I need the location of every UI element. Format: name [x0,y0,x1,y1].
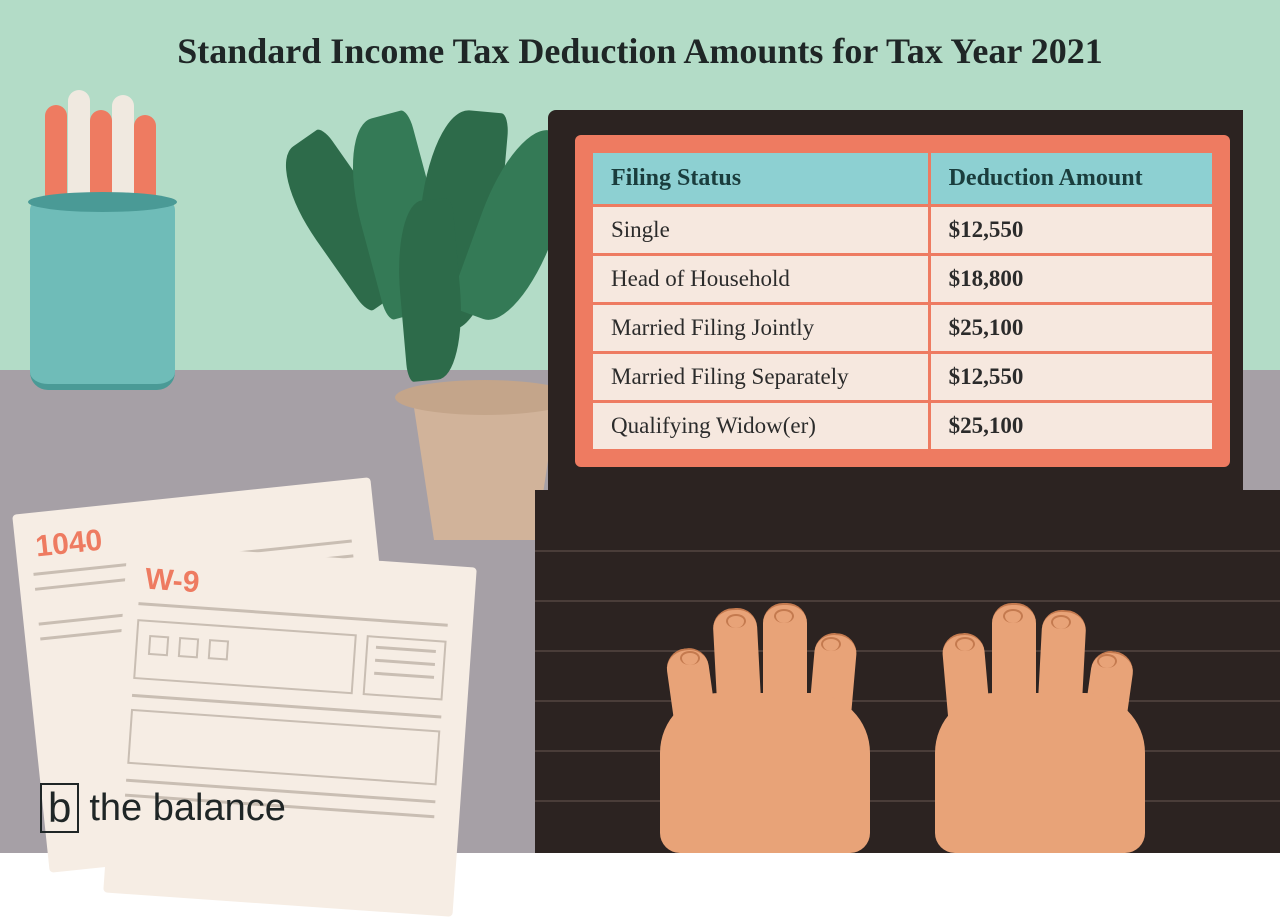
page-title: Standard Income Tax Deduction Amounts fo… [0,30,1280,72]
col-filing-status: Filing Status [592,152,930,206]
laptop-keyboard [535,490,1280,853]
form-w9: W-9 [103,543,477,917]
pen-cup [30,200,175,390]
table-row: Married Filing Separately$12,550 [592,353,1214,402]
form-1040-label: 1040 [34,524,104,565]
brand-logo: b the balance [40,783,286,833]
table-body: Single$12,550 Head of Household$18,800 M… [592,206,1214,451]
left-hand [660,603,890,853]
col-deduction-amount: Deduction Amount [929,152,1213,206]
form-w9-label: W-9 [144,563,201,601]
table-row: Married Filing Jointly$25,100 [592,304,1214,353]
table-row: Qualifying Widow(er)$25,100 [592,402,1214,451]
pen-cup-rim [28,192,177,212]
deduction-table: Filing Status Deduction Amount Single$12… [590,150,1215,452]
right-hand [930,603,1160,853]
logo-mark: b [40,783,79,833]
table-row: Head of Household$18,800 [592,255,1214,304]
table-row: Single$12,550 [592,206,1214,255]
logo-text: the balance [89,787,286,830]
deduction-table-container: Filing Status Deduction Amount Single$12… [575,135,1230,467]
